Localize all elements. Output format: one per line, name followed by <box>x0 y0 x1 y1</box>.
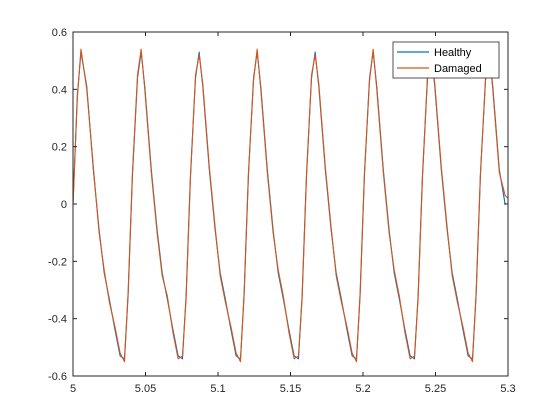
y-tick-label: -0.6 <box>48 371 67 383</box>
series-line-damaged <box>73 48 508 363</box>
y-tick-label: 0.6 <box>52 27 67 39</box>
axes: 5 5.05 5.1 5.15 5.2 5.25 5.3 -0.6 -0.4 -0.2 0 0.2 0.… <box>48 27 516 395</box>
legend-label-healthy: Healthy <box>434 47 472 59</box>
plot-area <box>73 32 508 376</box>
plot-background <box>73 32 508 376</box>
y-tick-label: 0 <box>61 199 67 211</box>
x-tick-label: 5.1 <box>210 383 225 395</box>
y-tick-label: 0.4 <box>52 84 67 96</box>
x-tick-label: 5.05 <box>135 383 156 395</box>
y-tick-label: -0.2 <box>48 256 67 268</box>
y-tick-label: -0.4 <box>48 314 67 326</box>
x-tick-label: 5.15 <box>280 383 301 395</box>
y-tick-label: 0.2 <box>52 142 67 154</box>
legend-label-damaged: Damaged <box>434 63 482 75</box>
x-tick-label: 5.3 <box>500 383 515 395</box>
x-tick-label: 5 <box>70 383 76 395</box>
legend-box <box>392 41 500 79</box>
legend: Healthy Damaged <box>392 41 500 79</box>
x-tick-label: 5.2 <box>355 383 370 395</box>
x-tick-label: 5.25 <box>425 383 446 395</box>
